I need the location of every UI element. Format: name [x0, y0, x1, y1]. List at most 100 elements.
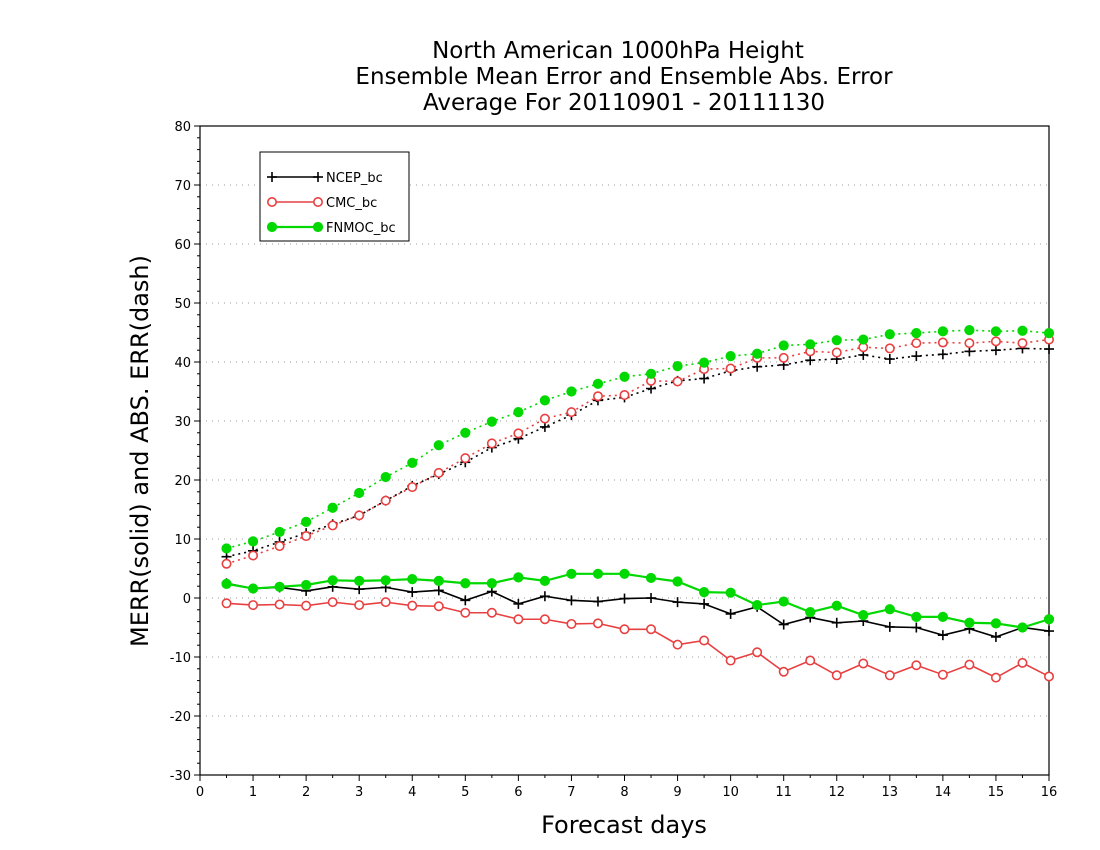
abs-err-point-fnmoc_bc: [327, 502, 338, 513]
abs-err-line-fnmoc_bc: [226, 329, 1050, 550]
abs-err-point-ncep_bc: [911, 351, 922, 362]
merr-point-ncep_bc: [911, 622, 922, 633]
abs-err-point-fnmoc_bc: [645, 368, 657, 379]
abs-err-point-ncep_bc: [937, 349, 948, 360]
legend-label-cmc_bc: CMC_bc: [326, 196, 377, 211]
merr-point-cmc_bc: [990, 672, 1001, 683]
merr-point-ncep_bc: [831, 617, 842, 628]
merr-point-cmc_bc: [752, 647, 763, 658]
y-tick-label: 40: [174, 356, 191, 371]
abs-err-point-cmc_bc: [911, 338, 922, 349]
x-tick-label: 7: [567, 785, 575, 800]
merr-point-fnmoc_bc: [486, 578, 497, 589]
merr-point-ncep_bc: [539, 591, 550, 602]
abs-err-point-fnmoc_bc: [805, 339, 816, 350]
merr-point-fnmoc_bc: [752, 599, 763, 611]
merr-point-cmc_bc: [592, 618, 603, 629]
y-tick-label: 50: [174, 297, 191, 312]
merr-point-ncep_bc: [778, 619, 789, 630]
abs-err-point-ncep_bc: [990, 345, 1001, 356]
merr-line-cmc_bc: [226, 601, 1050, 679]
x-tick-label: 12: [828, 785, 845, 800]
legend-marker-end-fnmoc_bc: [312, 221, 324, 233]
y-tick-label: 30: [174, 415, 191, 430]
legend-item-cmc_bc: CMC_bc: [266, 196, 377, 211]
merr-point-cmc_bc: [646, 624, 657, 635]
legend: NCEP_bc CMC_bc FNMOC_bc: [259, 151, 410, 242]
merr-point-fnmoc_bc: [566, 568, 577, 579]
abs-err-point-cmc_bc: [460, 453, 471, 464]
merr-point-cmc_bc: [778, 666, 789, 677]
x-tick-label: 1: [249, 785, 257, 800]
y-tick-label: 20: [174, 474, 191, 489]
series-fnmoc_bc: [221, 325, 1055, 633]
abs-err-point-cmc_bc: [380, 495, 391, 506]
merr-point-fnmoc_bc: [592, 568, 604, 579]
merr-point-cmc_bc: [433, 601, 444, 612]
merr-point-cmc_bc: [301, 600, 312, 611]
abs-err-point-fnmoc_bc: [592, 378, 604, 389]
legend-item-ncep_bc: NCEP_bc: [267, 171, 383, 186]
merr-point-ncep_bc: [646, 593, 657, 603]
merr-point-fnmoc_bc: [911, 611, 922, 622]
merr-point-cmc_bc: [937, 669, 948, 680]
merr-point-cmc_bc: [884, 670, 895, 681]
merr-point-ncep_bc: [460, 595, 471, 606]
merr-point-cmc_bc: [248, 600, 259, 611]
merr-point-fnmoc_bc: [380, 575, 391, 586]
abs-err-point-fnmoc_bc: [486, 416, 497, 427]
abs-err-point-ncep_bc: [752, 361, 763, 372]
abs-err-point-cmc_bc: [937, 337, 948, 348]
y-tick-label: 0: [183, 592, 191, 607]
merr-point-cmc_bc: [831, 670, 842, 681]
abs-err-point-cmc_bc: [354, 510, 365, 521]
merr-point-fnmoc_bc: [964, 617, 975, 628]
merr-point-cmc_bc: [805, 655, 816, 666]
abs-err-point-fnmoc_bc: [354, 487, 365, 499]
merr-point-fnmoc_bc: [858, 610, 869, 621]
y-tick-label: 10: [174, 533, 191, 548]
x-tick-label: 16: [1041, 785, 1058, 800]
merr-point-cmc_bc: [858, 658, 869, 669]
merr-line-fnmoc_bc: [226, 572, 1050, 629]
merr-point-cmc_bc: [274, 599, 285, 610]
abs-err-point-fnmoc_bc: [725, 351, 736, 362]
x-tick-label: 5: [461, 785, 469, 800]
abs-err-point-cmc_bc: [513, 428, 524, 439]
abs-err-point-fnmoc_bc: [566, 386, 577, 397]
merr-point-fnmoc_bc: [1043, 614, 1055, 625]
abs-err-point-fnmoc_bc: [274, 526, 285, 538]
merr-point-fnmoc_bc: [778, 596, 789, 607]
abs-err-point-fnmoc_bc: [1017, 325, 1028, 336]
title-line-2: Ensemble Mean Error and Ensemble Abs. Er…: [355, 64, 893, 90]
legend-marker-start-cmc_bc: [266, 197, 277, 208]
merr-point-cmc_bc: [672, 639, 683, 650]
abs-err-point-fnmoc_bc: [911, 327, 922, 339]
abs-err-point-ncep_bc: [884, 354, 895, 365]
x-tick-label: 2: [302, 785, 310, 800]
merr-point-cmc_bc: [221, 598, 232, 609]
merr-point-cmc_bc: [964, 659, 975, 670]
legend-marker-start-ncep_bc: [267, 172, 277, 182]
abs-err-point-fnmoc_bc: [1043, 327, 1055, 339]
abs-err-point-cmc_bc: [725, 363, 736, 374]
abs-err-point-fnmoc_bc: [247, 536, 259, 547]
merr-point-ncep_bc: [1044, 626, 1054, 637]
abs-err-point-fnmoc_bc: [937, 326, 948, 337]
x-tick-label: 10: [722, 785, 739, 800]
merr-point-cmc_bc: [725, 655, 736, 666]
abs-err-point-cmc_bc: [990, 336, 1001, 347]
abs-err-point-cmc_bc: [592, 391, 603, 402]
abs-err-point-cmc_bc: [407, 482, 418, 493]
merr-point-cmc_bc: [486, 607, 497, 618]
x-tick-label: 15: [988, 785, 1005, 800]
merr-point-cmc_bc: [460, 607, 471, 618]
merr-point-cmc_bc: [513, 614, 524, 625]
merr-point-fnmoc_bc: [221, 578, 232, 589]
merr-point-fnmoc_bc: [619, 568, 630, 579]
series: [221, 325, 1055, 683]
abs-err-point-cmc_bc: [433, 467, 444, 478]
merr-point-ncep_bc: [566, 595, 577, 606]
